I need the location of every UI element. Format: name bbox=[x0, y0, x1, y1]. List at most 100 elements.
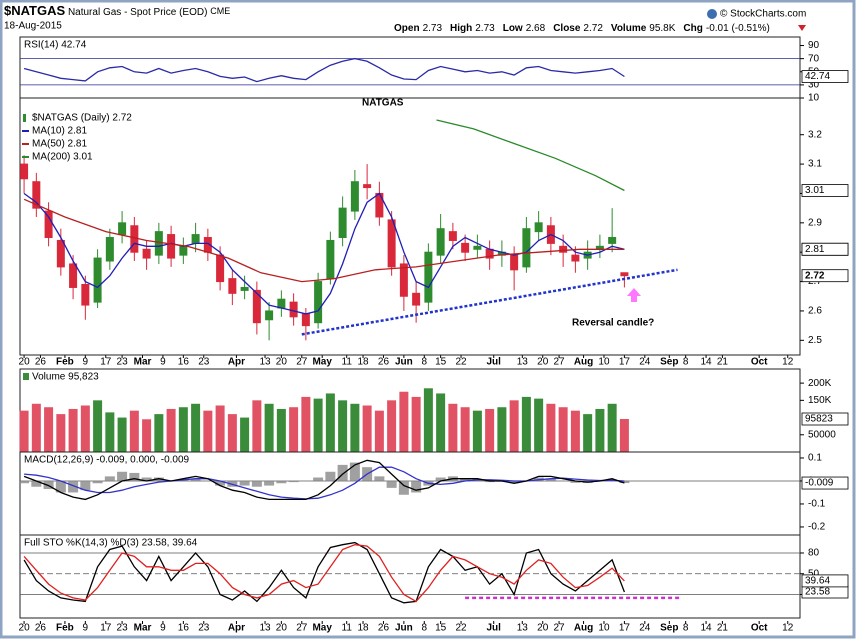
histogram-bar bbox=[398, 480, 409, 495]
y-tick-label: 70 bbox=[808, 53, 820, 64]
candle-body bbox=[436, 228, 445, 256]
x-tick-label: 23 bbox=[198, 623, 210, 634]
x-tick-label: 20 bbox=[537, 357, 549, 368]
x-tick-label: 23 bbox=[117, 623, 129, 634]
y-tick-label: 2.9 bbox=[808, 217, 822, 228]
candle-body bbox=[289, 301, 298, 318]
x-tick-label: 17 bbox=[100, 623, 112, 634]
x-tick-label: Jul bbox=[486, 357, 501, 368]
chart-title: NATGAS bbox=[362, 98, 404, 109]
x-tick-label: 14 bbox=[701, 623, 713, 634]
candle-body bbox=[191, 234, 200, 244]
y-tick-label: 30 bbox=[808, 80, 820, 91]
volume-bar bbox=[276, 408, 286, 452]
x-tick-label: 10 bbox=[598, 357, 610, 368]
x-tick-label: Mar bbox=[134, 623, 152, 634]
value-box bbox=[801, 412, 849, 426]
volume-bar bbox=[423, 388, 433, 452]
volume-bar bbox=[558, 407, 568, 452]
x-tick-label: Apr bbox=[228, 357, 245, 368]
histogram-bar bbox=[619, 480, 630, 484]
volume-bar bbox=[289, 407, 299, 452]
value-box-label: 42.74 bbox=[805, 71, 830, 82]
x-tick-label: 11 bbox=[342, 623, 353, 634]
x-tick-label: 23 bbox=[117, 357, 129, 368]
y-tick-label: 50000 bbox=[808, 429, 836, 440]
volume-bar bbox=[93, 400, 103, 452]
x-tick-label: 27 bbox=[553, 623, 565, 634]
volume-bar bbox=[534, 398, 544, 452]
volume-bar bbox=[80, 405, 90, 452]
candle-body bbox=[620, 272, 629, 277]
volume-bar bbox=[472, 410, 482, 452]
y-tick-label: 2.6 bbox=[808, 306, 822, 317]
x-tick-label: 13 bbox=[517, 357, 529, 368]
candle-body bbox=[179, 245, 188, 256]
legend-label: MA(50) 2.81 bbox=[32, 139, 87, 150]
candle-body bbox=[93, 257, 102, 303]
panel-frame bbox=[19, 534, 801, 619]
volume-bar bbox=[497, 407, 507, 452]
quote-value: 2.73 bbox=[475, 23, 495, 34]
histogram-bar bbox=[460, 478, 471, 481]
candle-body bbox=[326, 239, 335, 280]
x-tick-label: 18 bbox=[357, 623, 369, 634]
volume-bar bbox=[387, 400, 397, 452]
candle-body bbox=[510, 254, 519, 271]
histogram-bar bbox=[558, 480, 569, 482]
candle-body bbox=[522, 228, 531, 268]
date: 18-Aug-2015 bbox=[4, 21, 62, 32]
candle-body bbox=[338, 207, 347, 239]
x-tick-label: Jul bbox=[486, 623, 501, 634]
logo-icon bbox=[707, 9, 717, 19]
x-tick-label: 17 bbox=[619, 623, 631, 634]
histogram-bar bbox=[349, 462, 360, 481]
panel-title: Full STO %K(14,3) %D(3) 23.58, 39.64 bbox=[24, 538, 198, 549]
candle-body bbox=[105, 237, 114, 262]
candle-body bbox=[167, 234, 176, 259]
legend-label: MA(10) 2.81 bbox=[32, 126, 87, 137]
histogram-bar bbox=[19, 480, 30, 484]
x-tick-label: 24 bbox=[639, 623, 651, 634]
x-tick-label: Jun bbox=[395, 357, 413, 368]
quote-label: Open bbox=[394, 23, 420, 34]
x-tick-label: 17 bbox=[100, 357, 112, 368]
value-box bbox=[801, 242, 849, 256]
volume-bar bbox=[607, 403, 617, 452]
candle-body bbox=[277, 298, 286, 309]
volume-bar bbox=[19, 410, 29, 452]
legend-label: MA(200) 3.01 bbox=[32, 152, 93, 163]
x-tick-label: 27 bbox=[296, 357, 308, 368]
x-tick-label: 16 bbox=[178, 357, 190, 368]
volume-bar bbox=[595, 408, 605, 452]
candle-body bbox=[424, 251, 433, 303]
x-tick-label: 20 bbox=[19, 357, 31, 368]
volume-bar bbox=[142, 419, 152, 452]
histogram-bar bbox=[411, 480, 422, 493]
x-tick-label: 22 bbox=[455, 623, 467, 634]
x-tick-label: 13 bbox=[517, 623, 529, 634]
x-tick-label: Sep bbox=[660, 357, 678, 368]
x-tick-label: 12 bbox=[782, 623, 794, 634]
volume-bar bbox=[521, 396, 531, 452]
candle-body bbox=[228, 278, 237, 294]
histogram-bar bbox=[141, 477, 152, 481]
histogram-bar bbox=[386, 480, 397, 488]
candle-body bbox=[32, 181, 41, 209]
x-tick-label: 9 bbox=[160, 357, 166, 368]
legend-candle bbox=[23, 114, 26, 122]
value-box bbox=[801, 574, 849, 588]
x-tick-label: 11 bbox=[342, 357, 353, 368]
candle-body bbox=[265, 310, 274, 321]
histogram-bar bbox=[92, 480, 103, 484]
histogram-bar bbox=[276, 480, 287, 484]
y-tick-label: 3.2 bbox=[808, 129, 822, 140]
candle-body bbox=[473, 245, 482, 250]
x-tick-label: 13 bbox=[259, 357, 271, 368]
x-tick-label: 10 bbox=[598, 623, 610, 634]
x-tick-label: Feb bbox=[56, 623, 74, 634]
volume-bar bbox=[44, 407, 54, 452]
x-tick-label: Oct bbox=[751, 623, 768, 634]
volume-bar bbox=[619, 418, 629, 452]
x-tick-label: 13 bbox=[259, 623, 271, 634]
